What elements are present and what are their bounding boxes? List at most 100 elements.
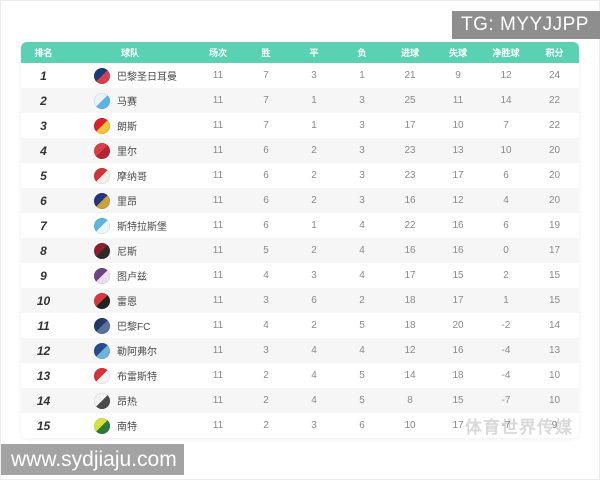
- table-row: 3 朗斯 11 7 1 3 17 10 7 22: [21, 113, 579, 138]
- team-cell: 尼斯: [66, 238, 194, 263]
- team-crest-icon: [94, 242, 110, 259]
- played-cell: 11: [212, 370, 224, 381]
- team-crest-icon: [94, 392, 110, 409]
- draw-cell: 1: [311, 220, 317, 231]
- table-row: 14 昂热 11 2 4 5 8 15 -7 10: [21, 388, 579, 413]
- loss-cell: 5: [359, 395, 365, 406]
- team-wrap: 巴黎FC: [66, 317, 194, 334]
- gd-cell: 6: [503, 220, 509, 231]
- ga-cell: 13: [452, 145, 464, 156]
- site-watermark-box: www.sydjiaju.com: [1, 444, 184, 475]
- column-header-7: 失球: [434, 42, 482, 63]
- team-name: 斯特拉斯堡: [117, 222, 167, 233]
- table-row: 11 巴黎FC 11 4 2 5 18 20 -2 14: [21, 313, 579, 338]
- team-name: 马赛: [117, 97, 137, 108]
- played-cell: 11: [212, 220, 224, 231]
- played-cell: 11: [212, 120, 224, 131]
- pts-cell: 17: [548, 245, 561, 256]
- ga-cell: 17: [452, 170, 464, 181]
- table-row: 13 布雷斯特 11 2 4 5 14 18 -4 10: [21, 363, 579, 388]
- column-header-8: 净胜球: [482, 42, 530, 63]
- rank-cell: 1: [40, 68, 47, 83]
- ga-cell: 16: [452, 245, 464, 256]
- team-cell: 斯特拉斯堡: [66, 213, 194, 238]
- team-crest-icon: [94, 367, 110, 384]
- table-row: 7 斯特拉斯堡 11 6 1 4 22 16 6 19: [21, 213, 579, 238]
- win-cell: 4: [263, 320, 269, 331]
- played-cell: 11: [212, 70, 224, 81]
- rank-cell: 4: [40, 143, 47, 158]
- gf-cell: 10: [404, 420, 416, 431]
- ga-cell: 9: [455, 70, 461, 81]
- gf-cell: 23: [404, 170, 416, 181]
- team-wrap: 雷恩: [66, 292, 194, 309]
- loss-cell: 3: [359, 170, 365, 181]
- tg-banner-text: TG: MYYJJPP: [461, 14, 589, 35]
- team-crest-icon: [94, 167, 110, 184]
- gf-cell: 14: [404, 370, 416, 381]
- team-cell: 布雷斯特: [66, 363, 194, 388]
- column-header-3: 胜: [242, 42, 290, 63]
- gd-cell: 10: [500, 145, 512, 156]
- rank-cell: 15: [36, 418, 51, 433]
- win-cell: 2: [263, 395, 269, 406]
- draw-cell: 2: [311, 145, 317, 156]
- table-row: 6 里昂 11 6 2 3 16 12 4 20: [21, 188, 579, 213]
- draw-cell: 3: [311, 70, 317, 81]
- pts-cell: 10: [548, 370, 561, 381]
- ga-cell: 17: [452, 420, 464, 431]
- column-header-2: 场次: [194, 42, 242, 63]
- team-name: 里尔: [117, 147, 137, 158]
- team-wrap: 图卢兹: [66, 267, 194, 284]
- table-row: 10 雷恩 11 3 6 2 18 17 1 15: [21, 288, 579, 313]
- team-cell: 巴黎FC: [66, 313, 194, 338]
- pts-cell: 20: [548, 195, 561, 206]
- team-name: 朗斯: [117, 122, 137, 133]
- gd-cell: -4: [501, 370, 511, 381]
- gf-cell: 18: [404, 295, 416, 306]
- ga-cell: 18: [452, 370, 464, 381]
- gd-cell: 4: [503, 195, 509, 206]
- gf-cell: 25: [404, 95, 416, 106]
- draw-cell: 3: [311, 270, 317, 281]
- pts-cell: 15: [548, 295, 561, 306]
- loss-cell: 5: [359, 370, 365, 381]
- played-cell: 11: [212, 95, 224, 106]
- win-cell: 3: [263, 295, 269, 306]
- rank-cell: 14: [36, 393, 51, 408]
- team-cell: 里昂: [66, 188, 194, 213]
- team-name: 勒阿弗尔: [117, 347, 157, 358]
- team-name: 布雷斯特: [117, 372, 157, 383]
- team-crest-icon: [94, 317, 110, 334]
- team-cell: 马赛: [66, 88, 194, 113]
- gf-cell: 17: [404, 270, 416, 281]
- table-row: 15 南特 11 2 3 6 10 17 -7 9: [21, 413, 579, 438]
- rank-cell: 3: [40, 118, 47, 133]
- team-name: 巴黎FC: [117, 322, 151, 333]
- team-name: 昂热: [117, 397, 137, 408]
- gd-cell: 2: [503, 270, 509, 281]
- loss-cell: 3: [359, 120, 365, 131]
- pts-cell: 20: [548, 145, 561, 156]
- team-wrap: 南特: [66, 417, 194, 434]
- team-crest-icon: [94, 267, 110, 284]
- team-name: 巴黎圣日耳曼: [117, 72, 177, 83]
- win-cell: 6: [263, 220, 269, 231]
- ga-cell: 15: [452, 270, 464, 281]
- loss-cell: 6: [359, 420, 365, 431]
- table-row: 4 里尔 11 6 2 3 23 13 10 20: [21, 138, 579, 163]
- table-header: 排名 球队 场次胜平负进球 失球 净胜球 积分: [21, 42, 579, 63]
- played-cell: 11: [212, 245, 224, 256]
- ga-cell: 16: [452, 220, 464, 231]
- played-cell: 11: [212, 345, 224, 356]
- team-cell: 图卢兹: [66, 263, 194, 288]
- draw-cell: 4: [311, 395, 317, 406]
- win-cell: 7: [263, 95, 269, 106]
- team-name: 雷恩: [117, 297, 137, 308]
- gd-cell: 14: [500, 95, 512, 106]
- gd-cell: 7: [503, 120, 509, 131]
- column-header-9: 积分: [530, 42, 579, 63]
- pts-cell: 9: [551, 420, 558, 431]
- win-cell: 6: [263, 170, 269, 181]
- rank-cell: 9: [40, 268, 47, 283]
